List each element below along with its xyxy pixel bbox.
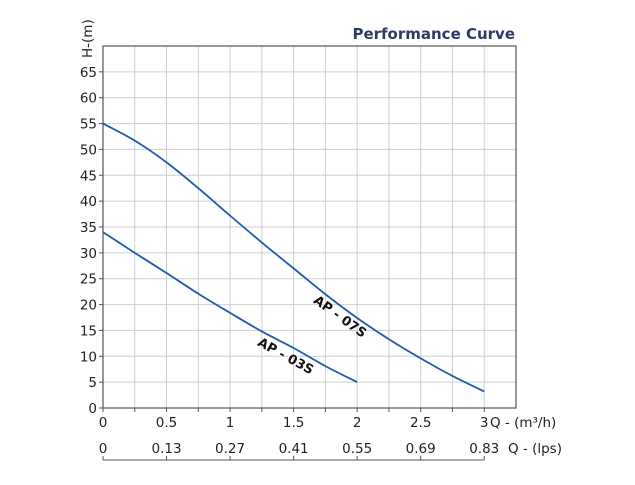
y-axis-label: H-(m): [80, 19, 96, 58]
chart-title: Performance Curve: [352, 25, 515, 43]
x2-tick-label: 0.55: [342, 441, 372, 457]
x2-tick-label: 0: [99, 441, 108, 457]
y-tick-label: 40: [80, 194, 97, 210]
x-axis-label: Q - (m³/h): [490, 415, 556, 431]
x-tick-label: 2.5: [410, 415, 431, 431]
y-tick-label: 0: [88, 401, 97, 417]
y-tick-label: 35: [80, 220, 97, 236]
y-tick-label: 20: [80, 298, 97, 314]
x-tick-label: 2: [353, 415, 362, 431]
y-tick-label: 5: [88, 375, 97, 391]
x2-tick-label: 0.41: [279, 441, 309, 457]
y-tick-label: 30: [80, 246, 97, 262]
y-tick-label: 15: [80, 323, 97, 339]
y-tick-label: 10: [80, 349, 97, 365]
series-line-1: [102, 231, 358, 383]
y-tick-label: 25: [80, 272, 97, 288]
x2-tick-label: 0.69: [406, 441, 436, 457]
x-tick-label: 3: [480, 415, 489, 431]
x-tick-label: 1: [226, 415, 235, 431]
x2-tick-label: 0.83: [469, 441, 499, 457]
x-tick-label: 0: [99, 415, 108, 431]
x2-tick-label: 0.13: [152, 441, 182, 457]
x-tick-label: 1.5: [283, 415, 304, 431]
y-tick-label: 55: [80, 117, 97, 133]
x2-axis-label: Q - (lps): [508, 441, 562, 457]
x2-tick-label: 0.27: [215, 441, 245, 457]
y-tick-label: 65: [80, 65, 97, 81]
series-line-0: [102, 122, 485, 393]
plot-border: [102, 45, 517, 409]
y-tick-label: 45: [80, 168, 97, 184]
y-tick-label: 60: [80, 91, 97, 107]
series-label: AP - 07S: [310, 293, 369, 341]
y-tick-label: 50: [80, 142, 97, 158]
x-tick-label: 0.5: [156, 415, 177, 431]
